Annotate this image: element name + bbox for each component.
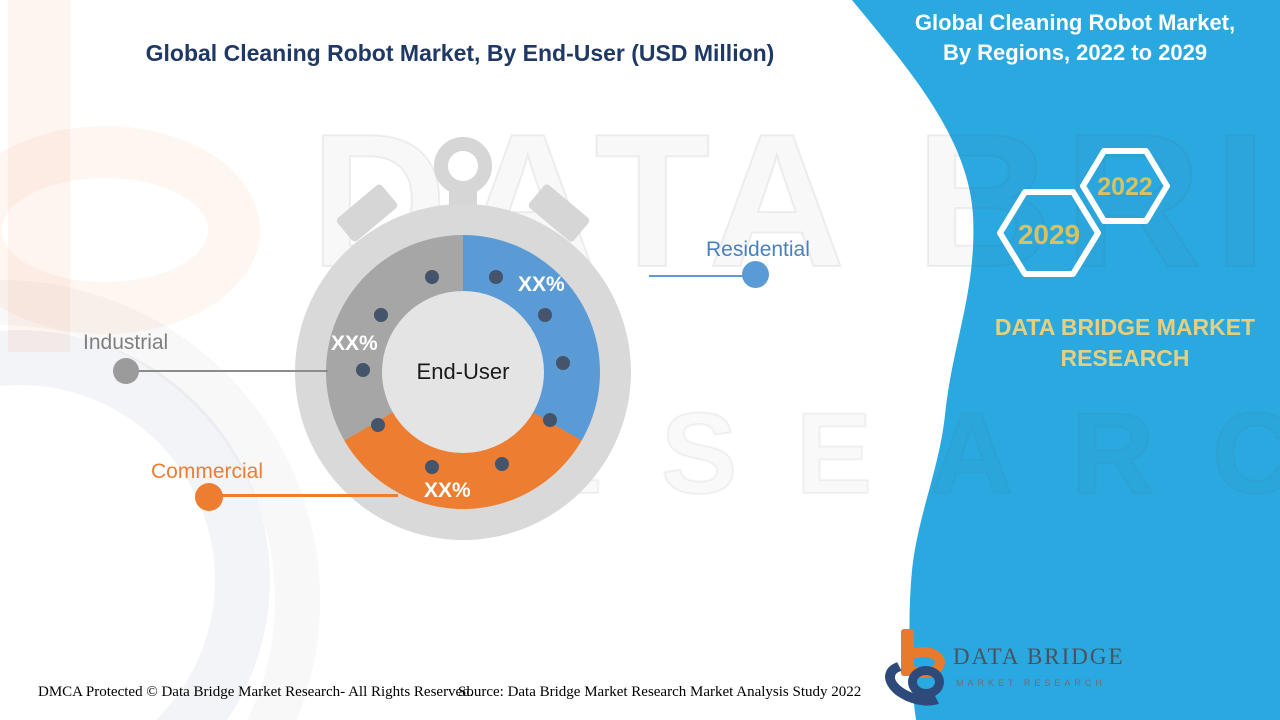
page-title: Global Cleaning Robot Market, By End-Use… — [145, 40, 775, 66]
leader-line-commercial — [220, 494, 398, 497]
hexagon-year-2022: 2022 — [1097, 173, 1153, 201]
leader-dot-industrial — [113, 358, 139, 384]
banner-brand-text: DATA BRIDGE MARKET RESEARCH — [960, 312, 1280, 374]
banner-brand-line2: RESEARCH — [1060, 345, 1190, 371]
tick-dot-icon — [371, 417, 386, 432]
leader-line-industrial — [126, 370, 328, 372]
legend-label-industrial: Industrial — [83, 331, 169, 354]
footer-source-text: Source: Data Bridge Market Research Mark… — [458, 684, 862, 700]
footer-dmca-text: DMCA Protected © Data Bridge Market Rese… — [38, 684, 474, 700]
banner-title-line2: By Regions, 2022 to 2029 — [942, 40, 1208, 65]
segment-value-industrial: XX% — [331, 332, 378, 355]
banner-shape-path — [852, 0, 1280, 720]
legend-label-commercial: Commercial — [151, 460, 264, 483]
tick-dot-icon — [555, 356, 570, 371]
tick-dot-icon — [374, 307, 389, 322]
segment-value-residential: XX% — [518, 273, 565, 296]
logo-brand-text: DATA BRIDGE — [953, 644, 1125, 669]
leader-dot-commercial — [195, 483, 223, 511]
banner-title-line1: Global Cleaning Robot Market, — [914, 10, 1236, 35]
tick-dot-icon — [425, 269, 440, 284]
tick-dot-icon — [537, 307, 552, 322]
leader-line-residential — [649, 275, 745, 277]
donut-center-label: End-User — [416, 359, 510, 384]
hexagon-2022 — [1080, 148, 1170, 224]
tick-dot-icon — [495, 457, 510, 472]
logo-divider — [953, 673, 1095, 674]
hexagon-year-2029: 2029 — [1017, 219, 1081, 250]
tick-dot-icon — [425, 460, 440, 475]
leader-dot-residential — [742, 261, 769, 288]
legend-label-residential: Residential — [706, 238, 810, 261]
tick-dot-icon — [356, 363, 370, 378]
banner-title: Global Cleaning Robot Market, By Regions… — [880, 8, 1270, 68]
segment-value-commercial: XX% — [424, 479, 471, 502]
banner-brand-line1: DATA BRIDGE MARKET — [994, 314, 1256, 340]
tick-dot-icon — [488, 270, 503, 285]
donut-center: End-User — [382, 291, 544, 453]
logo-sub-text: MARKET RESEARCH — [956, 678, 1106, 688]
logo-d-bowl-icon — [908, 666, 944, 698]
tick-dot-icon — [543, 413, 558, 428]
hexagon-2029 — [997, 189, 1101, 277]
